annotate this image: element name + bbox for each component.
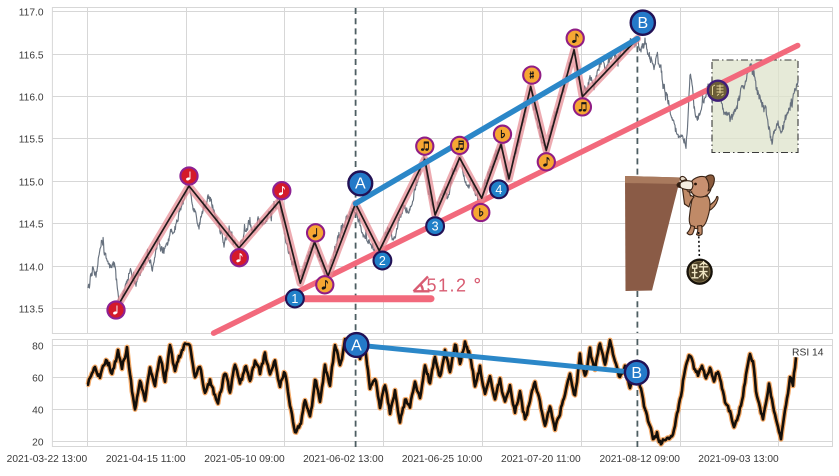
svg-text:115.5: 115.5 — [19, 135, 44, 146]
svg-text:RSI 14: RSI 14 — [792, 347, 824, 358]
svg-text:113.5: 113.5 — [19, 305, 44, 316]
svg-text:117.0: 117.0 — [19, 8, 44, 19]
svg-text:2021-06-25 10:00: 2021-06-25 10:00 — [402, 454, 483, 465]
svg-text:116.5: 116.5 — [19, 51, 44, 62]
svg-text:51.2: 51.2 — [427, 276, 468, 296]
svg-text:115.0: 115.0 — [19, 178, 44, 189]
svg-text:2021-03-22 13:00: 2021-03-22 13:00 — [7, 454, 88, 465]
svg-text:114.0: 114.0 — [19, 263, 44, 274]
svg-text:B: B — [631, 365, 642, 382]
svg-text:40: 40 — [32, 406, 44, 417]
svg-text:60: 60 — [32, 374, 44, 385]
svg-text:1: 1 — [291, 292, 298, 306]
svg-text:3: 3 — [432, 220, 439, 234]
svg-text:A: A — [351, 337, 362, 354]
svg-text:A: A — [355, 176, 366, 193]
svg-text:2021-06-02 13:00: 2021-06-02 13:00 — [303, 454, 384, 465]
svg-text:2021-05-10 09:00: 2021-05-10 09:00 — [204, 454, 285, 465]
svg-text:20: 20 — [32, 438, 44, 449]
svg-text:B: B — [637, 15, 648, 32]
svg-text:80: 80 — [32, 342, 44, 353]
svg-text:2021-08-12 09:00: 2021-08-12 09:00 — [599, 454, 680, 465]
svg-text:116.0: 116.0 — [19, 93, 44, 104]
svg-text:2: 2 — [379, 254, 386, 268]
svg-text:2021-07-20 11:00: 2021-07-20 11:00 — [501, 454, 581, 465]
svg-text:114.5: 114.5 — [19, 220, 44, 231]
svg-text:2021-04-15 11:00: 2021-04-15 11:00 — [106, 454, 186, 465]
svg-text:4: 4 — [495, 183, 502, 197]
svg-text:2021-09-03 13:00: 2021-09-03 13:00 — [698, 454, 779, 465]
